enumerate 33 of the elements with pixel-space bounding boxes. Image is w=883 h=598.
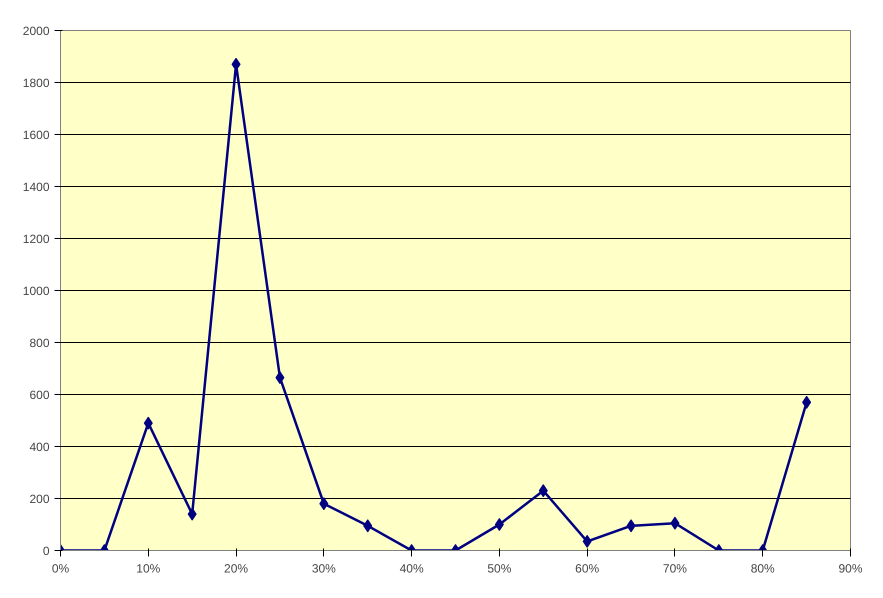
y-tick-label: 1400 [22, 180, 50, 194]
y-tick-label: 1800 [22, 76, 50, 90]
x-tick-label: 90% [838, 562, 863, 576]
y-tick-label: 2000 [22, 24, 50, 38]
y-tick-label: 200 [29, 492, 50, 506]
x-tick-label: 10% [136, 562, 161, 576]
point [188, 508, 197, 521]
point [626, 519, 636, 532]
point [275, 371, 284, 384]
y-tick-label: 400 [29, 440, 50, 454]
point [232, 58, 241, 71]
x-tick-label: 0% [52, 562, 70, 576]
point [144, 416, 153, 430]
x-tick-label: 80% [750, 562, 776, 576]
point [670, 516, 680, 530]
point [802, 396, 812, 409]
point [494, 518, 504, 531]
point [319, 497, 328, 510]
y-tick-label: 800 [29, 336, 50, 350]
point [582, 534, 592, 548]
y-tick-label: 600 [29, 388, 50, 402]
y-tick-label: 1200 [22, 232, 50, 246]
y-tick-label: 1600 [22, 128, 50, 142]
y-tick-label: 1000 [22, 284, 50, 298]
point [363, 519, 372, 532]
x-tick-label: 50% [487, 562, 512, 576]
x-tick-label: 60% [575, 562, 600, 576]
point [538, 484, 548, 498]
x-tick-label: 70% [662, 562, 688, 576]
x-tick-label: 40% [400, 562, 424, 576]
y-tick-label: 0 [42, 544, 50, 558]
x-tick-label: 20% [224, 562, 248, 576]
x-tick-label: 30% [312, 562, 336, 576]
